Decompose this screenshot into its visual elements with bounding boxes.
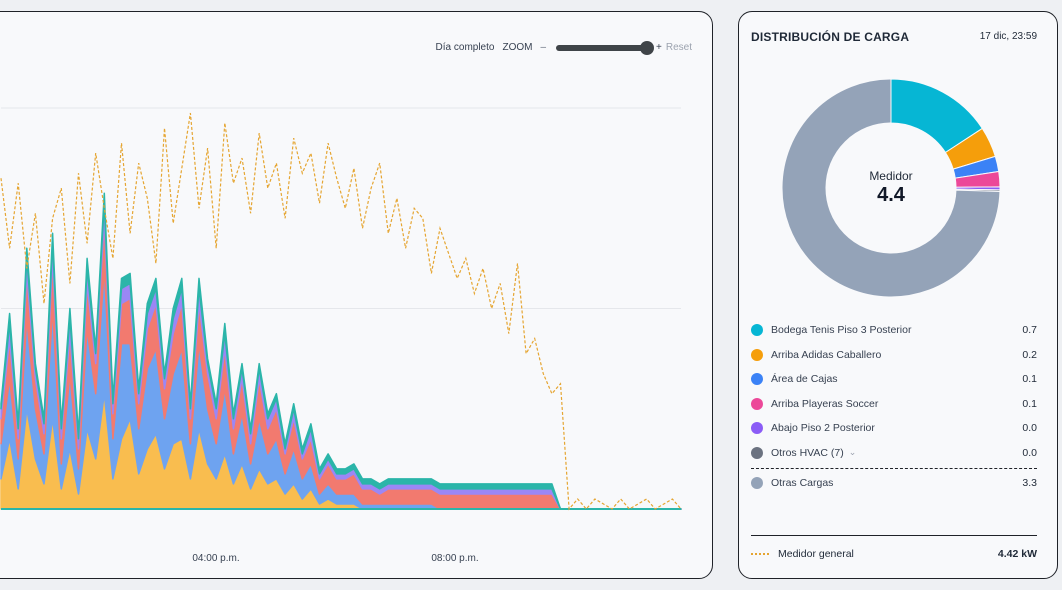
legend-label: Bodega Tenis Piso 3 Posterior bbox=[771, 324, 912, 337]
x-tick-label: 08:00 p.m. bbox=[431, 553, 479, 564]
zoom-out-button[interactable]: – bbox=[540, 42, 547, 53]
legend-value: 0.0 bbox=[1022, 446, 1037, 459]
load-legend: Bodega Tenis Piso 3 Posterior 0.7 Arriba… bbox=[751, 318, 1037, 496]
legend-dot bbox=[751, 397, 763, 410]
legend-label: Otros HVAC (7) bbox=[771, 446, 844, 459]
zoom-in-button[interactable]: + bbox=[656, 42, 662, 53]
load-donut-chart[interactable] bbox=[781, 78, 1001, 298]
legend-value: 0.1 bbox=[1022, 397, 1037, 410]
full-day-button[interactable]: Día completo bbox=[435, 42, 495, 53]
meter-value: 4.42 kW bbox=[997, 548, 1037, 560]
legend-label: Arriba Adidas Caballero bbox=[771, 348, 882, 361]
reset-zoom-button[interactable]: Reset bbox=[665, 42, 692, 53]
legend-item[interactable]: Arriba Playeras Soccer 0.1 bbox=[751, 392, 1037, 417]
donut-slice[interactable] bbox=[781, 78, 1001, 298]
zoom-slider-thumb[interactable] bbox=[640, 40, 655, 55]
zoom-label: ZOOM bbox=[502, 42, 533, 53]
chevron-down-icon[interactable]: ⌄ bbox=[848, 447, 857, 458]
meter-label: Medidor general bbox=[778, 548, 854, 560]
legend-item[interactable]: Abajo Piso 2 Posterior 0.0 bbox=[751, 416, 1037, 441]
legend-label: Otras Cargas bbox=[771, 477, 834, 490]
legend-value: 0.1 bbox=[1022, 373, 1037, 386]
legend-dot bbox=[751, 446, 763, 459]
legend-divider bbox=[751, 468, 1037, 469]
zoom-slider[interactable] bbox=[556, 40, 655, 55]
legend-item[interactable]: Área de Cajas 0.1 bbox=[751, 367, 1037, 392]
footer-divider bbox=[751, 535, 1037, 536]
timestamp: 17 dic, 23:59 bbox=[979, 31, 1037, 42]
legend-label: Área de Cajas bbox=[771, 373, 838, 386]
legend-item-others[interactable]: Otras Cargas 3.3 bbox=[751, 471, 1037, 496]
legend-item-hvac-group[interactable]: Otros HVAC (7) ⌄ 0.0 bbox=[751, 441, 1037, 466]
legend-dot bbox=[751, 477, 763, 490]
legend-value: 0.7 bbox=[1022, 324, 1037, 337]
load-distribution-panel: DISTRIBUCIÓN DE CARGA 17 dic, 23:59 Medi… bbox=[738, 11, 1058, 579]
legend-label: Abajo Piso 2 Posterior bbox=[771, 422, 875, 435]
legend-value: 0.2 bbox=[1022, 348, 1037, 361]
meter-total-row: Medidor general 4.42 kW bbox=[751, 548, 1037, 560]
legend-label: Arriba Playeras Soccer bbox=[771, 397, 879, 410]
load-chart-card: Día completo ZOOM – + Reset 04:00 p.m. 0… bbox=[0, 11, 713, 579]
legend-dot bbox=[751, 373, 763, 386]
legend-value: 0.0 bbox=[1022, 422, 1037, 435]
zoom-controls: Día completo ZOOM – + Reset bbox=[435, 40, 692, 55]
meter-line-series bbox=[0, 112, 682, 511]
panel-title: DISTRIBUCIÓN DE CARGA bbox=[751, 30, 910, 44]
dashed-line-icon bbox=[751, 553, 769, 555]
x-tick-label: 04:00 p.m. bbox=[192, 553, 240, 564]
legend-dot bbox=[751, 348, 763, 361]
legend-value: 3.3 bbox=[1022, 477, 1037, 490]
legend-dot bbox=[751, 422, 763, 435]
legend-item[interactable]: Arriba Adidas Caballero 0.2 bbox=[751, 343, 1037, 368]
legend-dot bbox=[751, 324, 763, 337]
legend-item[interactable]: Bodega Tenis Piso 3 Posterior 0.7 bbox=[751, 318, 1037, 343]
stacked-area-plot[interactable] bbox=[0, 12, 713, 579]
